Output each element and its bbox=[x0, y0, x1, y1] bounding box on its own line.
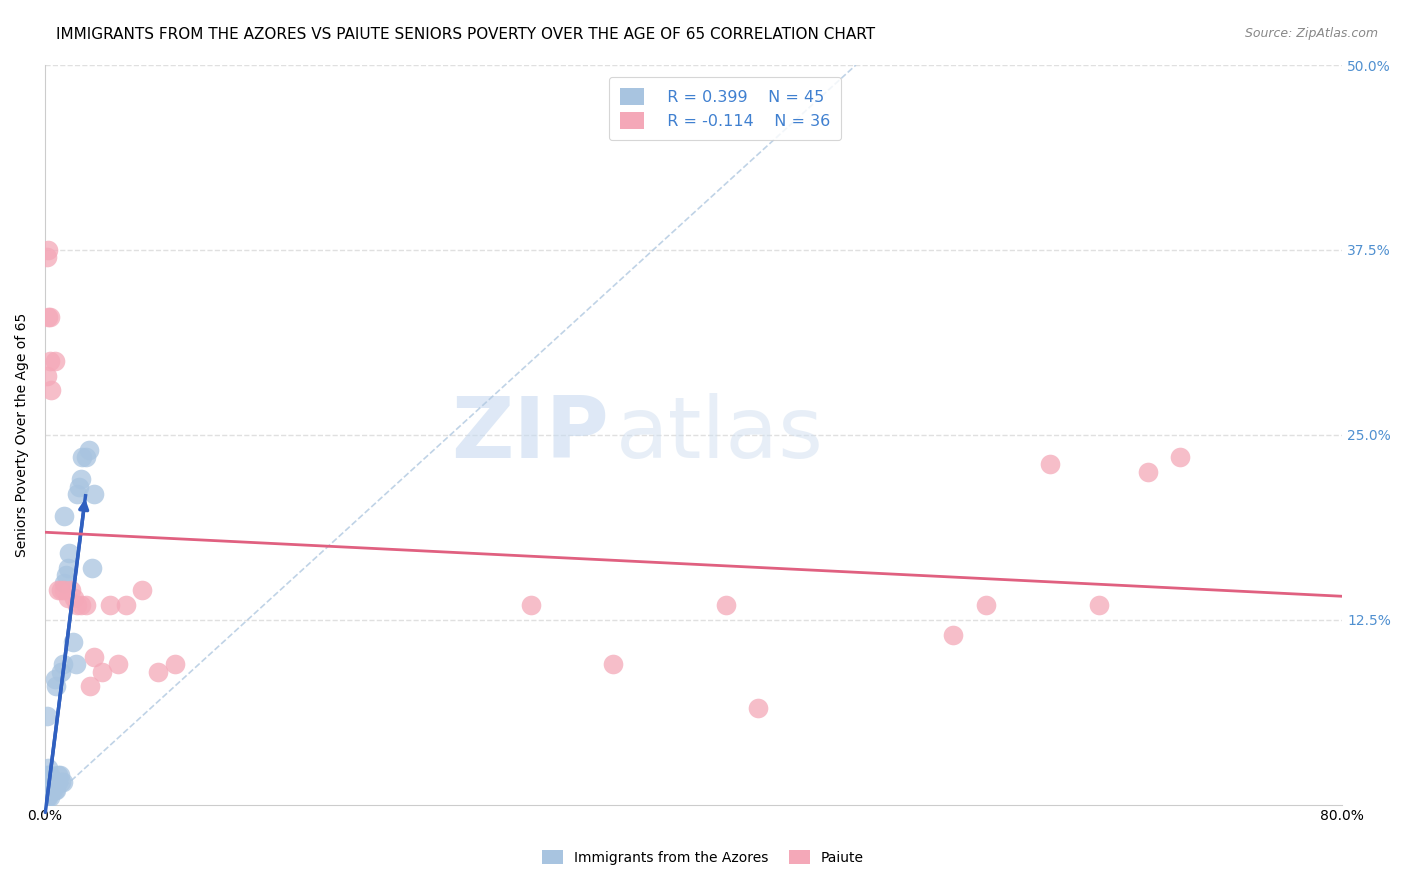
Point bbox=[56, 591, 79, 605]
Point bbox=[53, 575, 76, 590]
Point bbox=[35, 782, 58, 797]
Point bbox=[1088, 598, 1111, 612]
Point bbox=[45, 782, 67, 797]
Legend:   R = 0.399    N = 45,   R = -0.114    N = 36: R = 0.399 N = 45, R = -0.114 N = 36 bbox=[609, 77, 841, 140]
Point bbox=[52, 657, 75, 672]
Point bbox=[38, 768, 60, 782]
Text: atlas: atlas bbox=[616, 393, 824, 476]
Point bbox=[66, 487, 89, 501]
Point bbox=[80, 561, 103, 575]
Point bbox=[46, 768, 69, 782]
Point bbox=[37, 768, 59, 782]
Point bbox=[163, 657, 186, 672]
Point bbox=[41, 775, 63, 789]
Point bbox=[51, 665, 73, 679]
Point bbox=[59, 583, 82, 598]
Point bbox=[42, 775, 65, 789]
Point bbox=[38, 782, 60, 797]
Point bbox=[67, 480, 90, 494]
Point bbox=[41, 782, 63, 797]
Point bbox=[72, 450, 94, 464]
Point bbox=[42, 782, 65, 797]
Point bbox=[66, 598, 89, 612]
Point bbox=[77, 442, 100, 457]
Point bbox=[98, 598, 121, 612]
Point bbox=[35, 368, 58, 383]
Point bbox=[46, 583, 69, 598]
Text: ZIP: ZIP bbox=[451, 393, 609, 476]
Point bbox=[44, 782, 66, 797]
Point bbox=[602, 657, 624, 672]
Point bbox=[55, 568, 77, 582]
Point bbox=[75, 450, 97, 464]
Point bbox=[974, 598, 997, 612]
Point bbox=[131, 583, 153, 598]
Point bbox=[714, 598, 737, 612]
Point bbox=[37, 790, 59, 805]
Point bbox=[35, 709, 58, 723]
Point bbox=[38, 790, 60, 805]
Point bbox=[520, 598, 543, 612]
Point bbox=[44, 354, 66, 368]
Point bbox=[52, 775, 75, 789]
Point bbox=[41, 384, 63, 398]
Point bbox=[83, 487, 105, 501]
Point bbox=[38, 775, 60, 789]
Point bbox=[107, 657, 129, 672]
Point bbox=[35, 775, 58, 789]
Point bbox=[51, 775, 73, 789]
Point bbox=[83, 649, 105, 664]
Point bbox=[56, 561, 79, 575]
Text: IMMIGRANTS FROM THE AZORES VS PAIUTE SENIORS POVERTY OVER THE AGE OF 65 CORRELAT: IMMIGRANTS FROM THE AZORES VS PAIUTE SEN… bbox=[56, 27, 876, 42]
Point bbox=[35, 768, 58, 782]
Point bbox=[1136, 465, 1159, 479]
Y-axis label: Seniors Poverty Over the Age of 65: Seniors Poverty Over the Age of 65 bbox=[15, 313, 30, 557]
Point bbox=[35, 790, 58, 805]
Point bbox=[37, 775, 59, 789]
Point bbox=[46, 775, 69, 789]
Point bbox=[58, 546, 80, 560]
Point bbox=[79, 679, 101, 693]
Point bbox=[37, 761, 59, 775]
Point bbox=[63, 591, 86, 605]
Point bbox=[37, 243, 59, 257]
Text: Source: ZipAtlas.com: Source: ZipAtlas.com bbox=[1244, 27, 1378, 40]
Point bbox=[747, 701, 769, 715]
Point bbox=[62, 635, 84, 649]
Point bbox=[148, 665, 170, 679]
Point bbox=[35, 251, 58, 265]
Point bbox=[69, 598, 91, 612]
Point bbox=[45, 775, 67, 789]
Point bbox=[51, 583, 73, 598]
Point bbox=[44, 672, 66, 686]
Point bbox=[53, 583, 76, 598]
Point bbox=[1168, 450, 1191, 464]
Point bbox=[37, 310, 59, 324]
Point bbox=[45, 679, 67, 693]
Point bbox=[115, 598, 138, 612]
Point bbox=[65, 657, 87, 672]
Point bbox=[53, 509, 76, 524]
Point bbox=[69, 472, 91, 486]
Point bbox=[1039, 458, 1062, 472]
Point bbox=[38, 354, 60, 368]
Point bbox=[75, 598, 97, 612]
Point bbox=[90, 665, 112, 679]
Point bbox=[37, 782, 59, 797]
Legend: Immigrants from the Azores, Paiute: Immigrants from the Azores, Paiute bbox=[536, 843, 870, 871]
Point bbox=[48, 768, 70, 782]
Point bbox=[942, 627, 965, 641]
Point bbox=[38, 310, 60, 324]
